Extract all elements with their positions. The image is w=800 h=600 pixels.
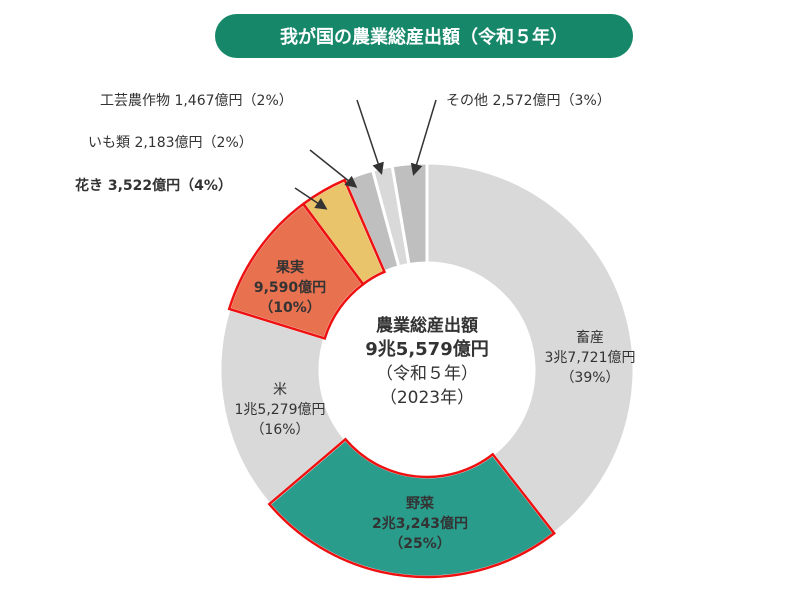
center-label: 農業総産出額 9兆5,579億円 （令和５年） （2023年）	[347, 314, 507, 410]
label-rice: 米 1兆5,279億円 （16%）	[234, 382, 326, 438]
label-livestock: 畜産 3兆7,721億円 （39%）	[544, 330, 636, 386]
slice-highlight-4	[301, 178, 387, 286]
label-industrial-crops: 工芸農作物 1,467億円（2%）	[100, 93, 293, 109]
leader-arrow-2	[356, 99, 384, 175]
slice-7	[390, 161, 429, 267]
label-other: その他 2,572億円（3%）	[446, 93, 611, 109]
leader-arrow-1	[309, 149, 358, 188]
slice-0	[425, 161, 636, 536]
label-potatoes: いも類 2,183億円（2%）	[88, 135, 253, 151]
label-vegetables: 野菜 2兆3,243億円 （25%）	[371, 496, 469, 552]
label-fruit: 果実 9,590億円 （10%）	[253, 260, 327, 316]
center-total: 9兆5,579億円	[365, 339, 489, 360]
leader-arrow-3	[410, 99, 437, 176]
slice-2	[218, 306, 348, 507]
center-year: （2023年）	[379, 388, 475, 408]
center-title: 農業総産出額	[376, 316, 478, 336]
leader-arrow-0	[294, 187, 328, 210]
label-flowers: 花き 3,522億円（4%）	[75, 178, 232, 194]
slice-highlight-1	[267, 437, 556, 579]
center-era: （令和５年）	[376, 364, 478, 384]
chart-title: 我が国の農業総産出額（令和５年）	[215, 14, 633, 58]
